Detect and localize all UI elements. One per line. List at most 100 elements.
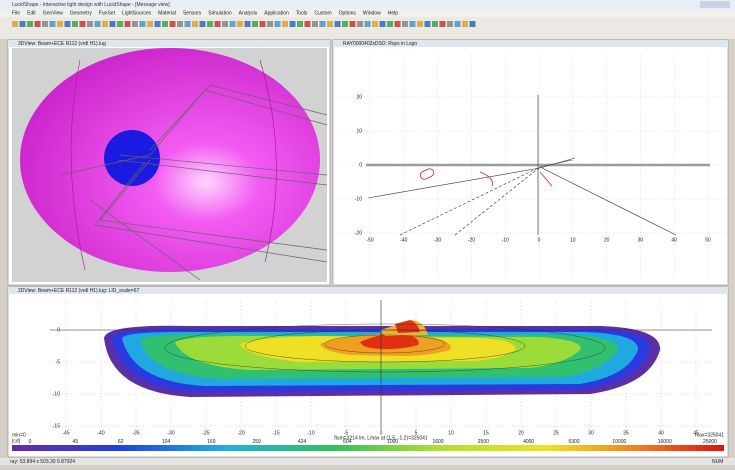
menu-item[interactable]: GeoView — [43, 10, 64, 16]
toolbar-button[interactable] — [424, 21, 431, 27]
toolbar-background — [0, 17, 735, 39]
toolbar-button[interactable] — [334, 21, 341, 27]
toolbar-button[interactable] — [447, 21, 453, 27]
toolbar-button[interactable] — [327, 21, 333, 27]
menu-item[interactable]: Window — [363, 10, 381, 16]
x-tick-label: -25 — [202, 430, 209, 436]
menu-item[interactable]: Help — [388, 10, 399, 16]
toolbar-button[interactable] — [94, 21, 101, 27]
toolbar-button[interactable] — [192, 21, 198, 27]
y-tick-label: -10 — [355, 196, 362, 202]
x-tick-label: 10 — [448, 430, 454, 436]
toolbar-button[interactable] — [169, 21, 176, 27]
menu-item[interactable]: File — [12, 10, 20, 16]
menu-item[interactable]: Application — [264, 10, 289, 16]
x-tick-label: -30 — [167, 430, 174, 436]
panel-header — [8, 287, 728, 294]
toolbar-button[interactable] — [387, 21, 393, 27]
toolbar-button[interactable] — [184, 21, 191, 27]
toolbar-button[interactable] — [229, 21, 236, 27]
toolbar-button[interactable] — [177, 21, 183, 27]
x-tick-label: 20 — [604, 237, 610, 243]
toolbar-button[interactable] — [162, 21, 168, 27]
toolbar-button[interactable] — [139, 21, 146, 27]
x-tick-label: 35 — [623, 430, 629, 436]
toolbar-button[interactable] — [64, 21, 71, 27]
toolbar-button[interactable] — [207, 21, 213, 27]
toolbar-button[interactable] — [124, 21, 131, 27]
toolbar-button[interactable] — [19, 21, 26, 27]
toolbar-button[interactable] — [27, 21, 33, 27]
x-tick-label: 0 — [538, 237, 541, 243]
toolbar-button[interactable] — [34, 21, 41, 27]
toolbar-button[interactable] — [297, 21, 303, 27]
menu-item[interactable]: Edit — [27, 10, 36, 16]
toolbar-button[interactable] — [42, 21, 48, 27]
toolbar-button[interactable] — [132, 21, 138, 27]
toolbar-button[interactable] — [252, 21, 258, 27]
menu-item[interactable]: Tools — [296, 10, 308, 16]
toolbar-button[interactable] — [319, 21, 326, 27]
x-tick-label: 10 — [570, 237, 576, 243]
x-tick-label: 5 — [415, 430, 418, 436]
toolbar-button[interactable] — [304, 21, 311, 27]
menu-item[interactable]: Geometry — [70, 10, 92, 16]
toolbar-button[interactable] — [244, 21, 251, 27]
x-tick-label: -45 — [62, 430, 69, 436]
toolbar-button[interactable] — [12, 21, 18, 27]
toolbar-button[interactable] — [102, 21, 108, 27]
toolbar-button[interactable] — [79, 21, 86, 27]
toolbar-button[interactable] — [72, 21, 78, 27]
toolbar-button[interactable] — [87, 21, 93, 27]
toolbar-button[interactable] — [274, 21, 281, 27]
contour-axes: -45 -40 -35 -30 -25 -20 -15 -10 -5 0 5 10 15 20 25 30 35… — [50, 300, 712, 436]
scale-label: 25000 — [703, 439, 717, 445]
scale-label: 604 — [343, 439, 352, 445]
x-tick-label: 40 — [671, 237, 677, 243]
menu-item[interactable]: Material — [158, 10, 176, 16]
toolbar-button[interactable] — [342, 21, 348, 27]
toolbar-button[interactable] — [394, 21, 401, 27]
menu-item[interactable]: Sensors — [183, 10, 202, 16]
toolbar-button[interactable] — [267, 21, 273, 27]
menu-item[interactable]: LightSources — [122, 10, 152, 16]
toolbar-button[interactable] — [409, 21, 416, 27]
toolbar-button[interactable] — [349, 21, 356, 27]
toolbar-button[interactable] — [147, 21, 153, 27]
menu-item[interactable]: FunSet — [99, 10, 116, 16]
toolbar-button[interactable] — [282, 21, 288, 27]
toolbar-button[interactable] — [117, 21, 123, 27]
menu-item[interactable]: Options — [339, 10, 357, 16]
toolbar-button[interactable] — [432, 21, 438, 27]
x-tick-label: 25 — [553, 430, 559, 436]
toolbar-button[interactable] — [57, 21, 63, 27]
toolbar-button[interactable] — [222, 21, 228, 27]
toolbar-button[interactable] — [379, 21, 386, 27]
toolbar-button[interactable] — [199, 21, 206, 27]
toolbar-button[interactable] — [417, 21, 423, 27]
toolbar-button[interactable] — [154, 21, 161, 27]
toolbar-button[interactable] — [364, 21, 371, 27]
menu-item[interactable]: Analysis — [239, 10, 258, 16]
toolbar-button[interactable] — [402, 21, 408, 27]
scale-label: 424 — [298, 439, 307, 445]
toolbar-button[interactable] — [109, 21, 116, 27]
toolbar-button[interactable] — [454, 21, 461, 27]
toolbar-button[interactable] — [259, 21, 266, 27]
toolbar-button[interactable] — [237, 21, 243, 27]
toolbar-button[interactable] — [439, 21, 446, 27]
toolbar-button[interactable] — [462, 21, 468, 27]
menu-item[interactable]: Simulation — [208, 10, 232, 16]
toolbar-button[interactable] — [372, 21, 378, 27]
toolbar-button[interactable] — [312, 21, 318, 27]
y-tick-label: 0 — [57, 327, 60, 333]
toolbar-button[interactable] — [469, 21, 476, 27]
x-tick-label: 30 — [638, 237, 644, 243]
menu-item[interactable]: Custom — [314, 10, 331, 16]
toolbar-button[interactable] — [214, 21, 221, 27]
toolbar-button[interactable] — [289, 21, 296, 27]
toolbar-button[interactable] — [49, 21, 56, 27]
toolbar-button[interactable] — [357, 21, 363, 27]
window-controls[interactable] — [700, 1, 730, 8]
